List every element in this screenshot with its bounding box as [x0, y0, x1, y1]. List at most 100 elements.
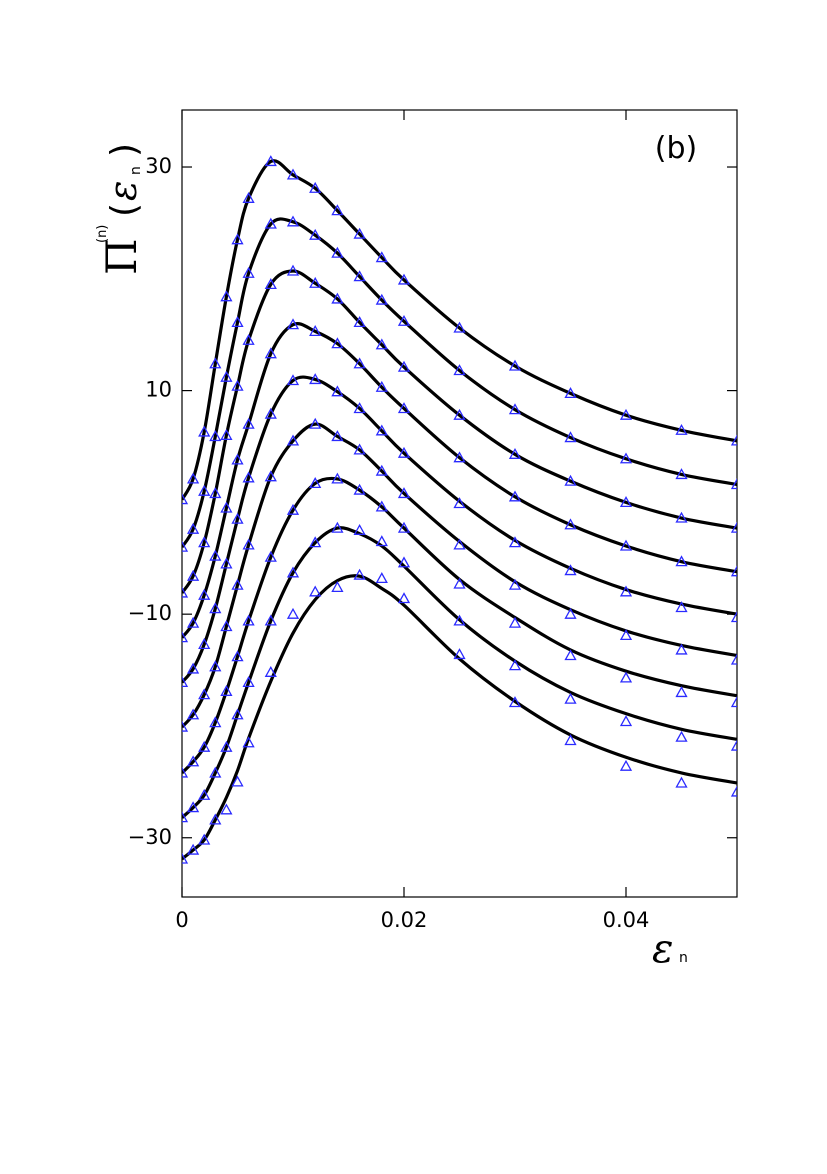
triangle-marker — [730, 565, 737, 577]
curve-line — [182, 476, 737, 775]
triangle-marker — [242, 736, 255, 748]
triangle-marker — [675, 686, 688, 698]
triangle-marker — [375, 535, 388, 547]
triangle-marker — [375, 338, 388, 350]
triangle-marker — [508, 536, 522, 548]
triangle-marker — [564, 692, 577, 704]
triangle-marker — [242, 538, 255, 550]
x-tick-label: 0.04 — [603, 908, 650, 932]
triangle-marker — [453, 614, 466, 626]
triangle-marker — [508, 578, 522, 590]
triangle-marker — [331, 521, 344, 533]
triangle-marker — [286, 503, 300, 515]
triangle-marker — [220, 684, 233, 696]
triangle-marker — [331, 292, 344, 304]
x-tick-label: 0.02 — [381, 908, 428, 932]
triangle-marker — [397, 360, 411, 372]
triangle-marker — [675, 555, 688, 567]
triangle-marker — [619, 715, 633, 727]
triangle-marker — [209, 430, 222, 442]
triangle-marker — [231, 578, 244, 590]
triangle-marker — [231, 316, 244, 328]
triangle-marker — [675, 776, 688, 788]
triangle-marker — [182, 676, 189, 688]
triangle-marker — [309, 477, 322, 489]
curve-line — [182, 217, 737, 548]
triangle-marker — [286, 566, 300, 578]
triangle-marker — [198, 833, 211, 845]
curve-line — [182, 526, 737, 819]
triangle-marker — [220, 290, 233, 302]
triangle-marker — [231, 233, 244, 245]
triangle-marker — [220, 803, 233, 815]
triangle-marker — [209, 549, 222, 561]
triangle-marker — [198, 484, 211, 496]
y-axis-label: Π (n) ( ε n ) — [95, 143, 146, 275]
triangle-marker — [182, 766, 189, 778]
triangle-marker — [209, 766, 222, 778]
x-axis-label: ε n — [652, 926, 688, 972]
triangle-marker — [182, 540, 189, 552]
triangle-marker — [220, 370, 233, 382]
triangle-marker — [231, 650, 244, 662]
triangle-marker — [453, 497, 466, 509]
triangle-marker — [619, 408, 633, 420]
triangle-marker — [242, 614, 255, 626]
triangle-marker — [264, 550, 277, 562]
triangle-marker — [353, 443, 366, 455]
triangle-marker — [453, 408, 466, 420]
triangle-marker — [209, 602, 222, 614]
triangle-marker — [675, 423, 688, 435]
triangle-marker — [198, 588, 211, 600]
y-label-subscript: n — [128, 166, 144, 175]
curve-line — [182, 375, 737, 684]
triangle-marker — [220, 620, 233, 632]
triangle-marker — [564, 564, 577, 576]
triangle-marker — [182, 811, 189, 823]
triangle-marker — [286, 264, 300, 276]
x-label-symbol: ε — [652, 926, 673, 972]
triangle-marker — [730, 611, 737, 623]
triangle-marker — [242, 333, 255, 345]
triangle-marker — [309, 181, 322, 193]
triangle-marker — [220, 557, 233, 569]
triangle-marker — [286, 607, 300, 619]
triangle-marker — [231, 708, 244, 720]
triangle-marker — [286, 434, 300, 446]
triangle-marker — [397, 402, 411, 414]
triangle-marker — [182, 720, 189, 732]
y-tick-label: 10 — [145, 378, 172, 402]
triangle-marker — [309, 417, 322, 429]
triangle-marker — [198, 536, 211, 548]
triangle-marker — [264, 155, 277, 167]
triangle-marker — [231, 775, 244, 787]
triangle-marker — [508, 696, 522, 708]
triangle-marker — [453, 451, 466, 463]
triangle-marker — [198, 740, 211, 752]
triangle-marker — [331, 430, 344, 442]
triangle-marker — [264, 614, 277, 626]
panel-label: (b) — [655, 131, 697, 166]
triangle-marker — [675, 511, 688, 523]
curve-line — [182, 159, 737, 501]
triangle-marker — [564, 734, 577, 746]
triangle-marker — [730, 521, 737, 533]
y-label-close: ) — [104, 143, 145, 157]
triangle-marker — [508, 359, 522, 371]
triangle-marker — [375, 424, 388, 436]
triangle-marker — [619, 759, 633, 771]
triangle-marker — [186, 569, 200, 581]
triangle-marker — [397, 314, 411, 326]
triangle-marker — [186, 662, 200, 674]
triangle-marker — [209, 660, 222, 672]
triangle-marker — [242, 191, 255, 203]
triangle-marker — [264, 278, 277, 290]
y-label-open: ( — [104, 203, 145, 217]
triangle-marker — [264, 407, 277, 419]
triangle-marker — [209, 716, 222, 728]
triangle-marker — [675, 601, 688, 613]
triangle-marker — [353, 316, 366, 328]
triangle-marker — [309, 228, 322, 240]
triangle-marker — [182, 852, 189, 864]
